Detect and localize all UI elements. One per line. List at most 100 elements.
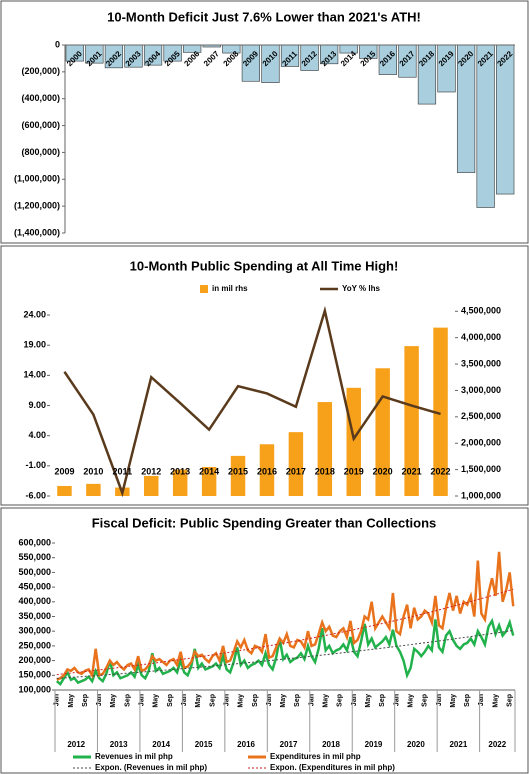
- trend-line: [56, 588, 514, 676]
- x-tick-label: Jan: [478, 694, 485, 706]
- y-tick-label: 100,000: [18, 684, 51, 694]
- trend-line: [56, 629, 514, 679]
- x-group-label: 2017: [280, 740, 298, 749]
- y-tick-label: 3,500,000: [461, 358, 501, 368]
- x-tick-label: Jan: [139, 694, 146, 706]
- x-tick-label: Jan: [266, 694, 273, 706]
- bar: [288, 432, 304, 496]
- y-tick-label: 250,000: [18, 640, 51, 650]
- x-tick-label: Sep: [379, 694, 386, 707]
- bar: [404, 346, 419, 496]
- panel: [0, 507, 529, 774]
- x-tick-label: Jan: [96, 694, 103, 706]
- y-tick-label: 1,000,000: [461, 490, 501, 500]
- x-tick-label: May: [492, 694, 499, 708]
- x-tick-label: May: [365, 694, 372, 708]
- x-group-label: 2012: [67, 740, 85, 749]
- x-tick-label: Sep: [82, 694, 89, 707]
- y-tick-label: 500,000: [18, 567, 51, 577]
- x-tick-label: 2007: [202, 49, 221, 68]
- y-tick-label: 550,000: [18, 552, 51, 562]
- x-tick-label: 2010: [83, 466, 103, 476]
- y-tick-label: 1,500,000: [461, 464, 501, 474]
- x-tick-label: Sep: [422, 694, 429, 707]
- bar: [201, 466, 217, 496]
- y-tick-label: 350,000: [18, 611, 51, 621]
- y-tick-label: 4.00: [28, 430, 46, 440]
- y-tick-label: (800,000): [21, 147, 60, 157]
- legend-label: YoY % lhs: [342, 284, 380, 293]
- chart-title: Fiscal Deficit: Public Spending Greater …: [92, 515, 437, 530]
- x-group-label: 2022: [488, 740, 506, 749]
- x-tick-label: 2014: [199, 466, 219, 476]
- x-tick-label: May: [450, 694, 457, 708]
- y-tick-label: 400,000: [18, 596, 51, 606]
- bar: [317, 402, 333, 496]
- bar: [172, 469, 188, 496]
- x-group-label: 2014: [152, 740, 170, 749]
- bar: [496, 44, 515, 195]
- y-tick-label: (600,000): [21, 120, 60, 130]
- y-tick-label: (1,200,000): [14, 201, 60, 211]
- y-tick-label: -6.00: [25, 490, 46, 500]
- y-tick-label: 4,000,000: [461, 332, 501, 342]
- y-tick-label: 300,000: [18, 626, 51, 636]
- x-tick-label: 2021: [402, 466, 422, 476]
- legend-label: Expon. (Revenues in mil php): [95, 763, 207, 772]
- x-tick-label: Sep: [124, 694, 131, 707]
- x-group-label: 2013: [110, 740, 128, 749]
- x-tick-label: Jan: [351, 694, 358, 706]
- x-group-label: 2019: [365, 740, 383, 749]
- x-tick-label: Jan: [393, 694, 400, 706]
- y-tick-label: 200,000: [18, 655, 51, 665]
- y-tick-label: 19.00: [23, 340, 46, 350]
- line: [55, 617, 515, 687]
- bar: [433, 327, 448, 496]
- chart-title: 10-Month Public Spending at All Time Hig…: [130, 258, 399, 273]
- x-tick-label: Jan: [308, 694, 315, 706]
- bar: [86, 483, 101, 496]
- panel: [0, 245, 529, 506]
- x-tick-label: 2015: [228, 466, 248, 476]
- x-tick-label: May: [110, 694, 117, 708]
- bar: [476, 44, 495, 208]
- x-tick-label: May: [195, 694, 202, 708]
- y-tick-label: 600,000: [18, 537, 51, 547]
- x-tick-label: Sep: [167, 694, 174, 707]
- x-tick-label: May: [407, 694, 414, 708]
- x-tick-label: Sep: [209, 694, 216, 707]
- y-tick-label: (1,000,000): [14, 174, 60, 184]
- y-tick-label: 0: [55, 39, 60, 49]
- x-tick-label: May: [280, 694, 287, 708]
- x-tick-label: May: [68, 694, 75, 708]
- line: [56, 551, 515, 681]
- legend-label: Expenditures in mil php: [270, 752, 361, 761]
- x-tick-label: 2009: [54, 466, 74, 476]
- x-tick-label: 2022: [431, 466, 451, 476]
- x-tick-label: 2017: [286, 466, 306, 476]
- legend-label: Revenues in mil php: [95, 752, 173, 761]
- line: [63, 305, 441, 498]
- x-group-label: 2015: [195, 740, 213, 749]
- legend-label: Expon. (Expenditures in mil php): [270, 763, 395, 772]
- y-tick-label: -1.00: [25, 460, 46, 470]
- bar: [230, 455, 246, 496]
- x-tick-label: 2019: [344, 466, 364, 476]
- y-tick-label: (1,400,000): [14, 227, 60, 237]
- bar: [259, 444, 275, 496]
- y-tick-label: (200,000): [21, 66, 60, 76]
- y-tick-label: 4,500,000: [461, 306, 501, 316]
- x-tick-label: May: [323, 694, 330, 708]
- x-tick-label: May: [153, 694, 160, 708]
- y-tick-label: 14.00: [23, 370, 46, 380]
- legend-swatch: [200, 285, 208, 293]
- x-group-label: 2016: [237, 740, 255, 749]
- x-tick-label: Sep: [337, 694, 344, 707]
- y-tick-label: 2,500,000: [461, 411, 501, 421]
- y-tick-label: 150,000: [18, 670, 51, 680]
- x-tick-label: 2011: [113, 466, 133, 476]
- x-tick-label: Sep: [464, 694, 471, 707]
- x-tick-label: Sep: [294, 694, 301, 707]
- x-tick-label: Jan: [181, 694, 188, 706]
- bar: [375, 368, 390, 496]
